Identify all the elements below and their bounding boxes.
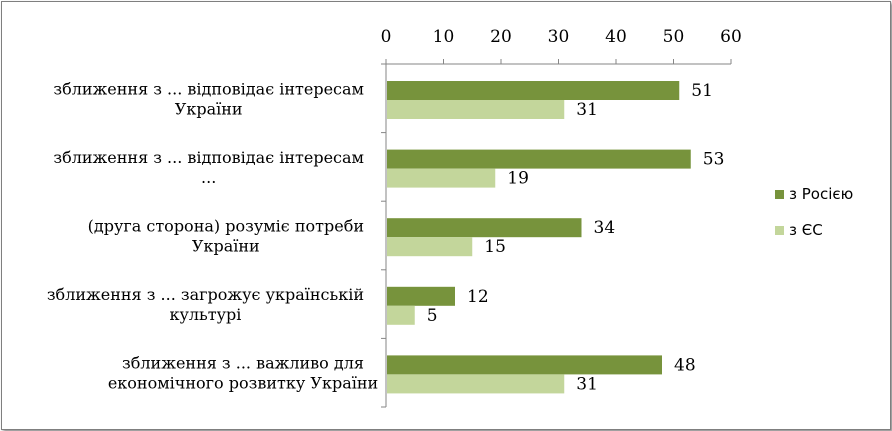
data-label: 5 — [427, 306, 438, 326]
data-label: 19 — [507, 169, 529, 189]
bar — [387, 355, 662, 375]
category-label: зближення з ... важливо для економічного … — [108, 354, 378, 393]
value-tick-label: 60 — [720, 27, 742, 47]
bar — [387, 81, 680, 100]
data-label: 31 — [576, 374, 598, 394]
legend-swatch — [775, 226, 784, 235]
value-tick-label: 30 — [548, 27, 570, 47]
value-tick-label: 50 — [663, 27, 685, 47]
value-tick-label: 20 — [490, 27, 512, 47]
category-label: зближення з ... загрожує українській куль… — [47, 285, 364, 324]
bars: 51 31 53 19 34 15 12 5 48 31 — [387, 81, 724, 394]
legend-swatch — [775, 190, 784, 199]
legend-label: з ЄС — [789, 221, 823, 239]
value-tick-label: 10 — [433, 27, 455, 47]
bar — [387, 149, 691, 169]
category-label: зближення з ... відповідає інтересам... — [53, 148, 364, 187]
bar — [387, 218, 582, 238]
data-label: 12 — [467, 287, 489, 307]
data-label: 31 — [576, 100, 598, 120]
bar — [387, 237, 473, 257]
data-label: 48 — [674, 355, 696, 375]
category-label: зближення з ... відповідає інтересам Укра… — [53, 79, 364, 118]
bar — [387, 305, 415, 325]
data-label: 53 — [703, 150, 725, 170]
legend: з Росією з ЄС — [775, 185, 853, 239]
legend-label: з Росією — [789, 185, 853, 203]
bar — [387, 374, 565, 394]
category-label: (друга сторона) розуміє потреби України — [88, 217, 364, 256]
value-tick-label: 0 — [381, 27, 392, 47]
data-label: 34 — [594, 218, 616, 238]
data-label: 15 — [484, 237, 506, 257]
data-label: 51 — [691, 81, 713, 101]
value-axis: 0 10 20 30 40 50 60 — [381, 27, 742, 65]
category-axis: зближення з ... відповідає інтересам Укра… — [47, 63, 387, 408]
value-tick-label: 40 — [605, 27, 627, 47]
bar — [387, 286, 455, 306]
bar — [387, 100, 565, 119]
bar — [387, 168, 496, 188]
